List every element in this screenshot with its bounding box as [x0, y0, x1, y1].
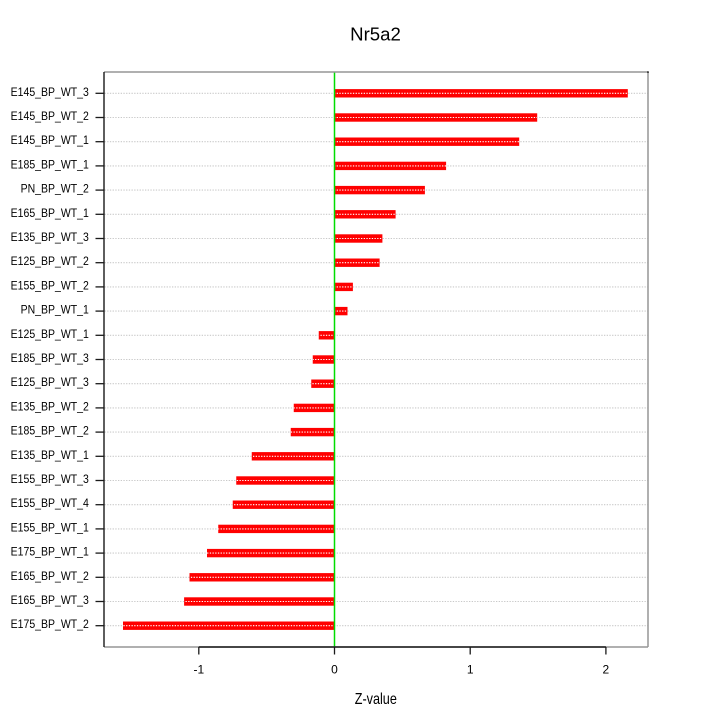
svg-text:2: 2	[603, 663, 610, 677]
svg-text:E175_BP_WT_1: E175_BP_WT_1	[11, 546, 89, 559]
svg-text:E145_BP_WT_1: E145_BP_WT_1	[11, 135, 89, 148]
svg-text:E145_BP_WT_2: E145_BP_WT_2	[11, 110, 89, 123]
svg-text:E155_BP_WT_4: E155_BP_WT_4	[11, 498, 89, 511]
svg-text:E185_BP_WT_2: E185_BP_WT_2	[11, 425, 89, 438]
svg-text:E165_BP_WT_3: E165_BP_WT_3	[11, 594, 89, 607]
svg-text:E135_BP_WT_3: E135_BP_WT_3	[11, 231, 89, 244]
svg-text:E135_BP_WT_2: E135_BP_WT_2	[11, 401, 89, 414]
svg-text:E155_BP_WT_3: E155_BP_WT_3	[11, 473, 89, 486]
svg-text:0: 0	[331, 663, 338, 677]
svg-text:E145_BP_WT_3: E145_BP_WT_3	[11, 86, 89, 99]
svg-text:PN_BP_WT_1: PN_BP_WT_1	[21, 304, 89, 317]
svg-text:Z-value: Z-value	[355, 691, 397, 709]
svg-text:-1: -1	[193, 663, 204, 677]
svg-text:E165_BP_WT_1: E165_BP_WT_1	[11, 207, 89, 220]
svg-text:E155_BP_WT_1: E155_BP_WT_1	[11, 522, 89, 535]
svg-text:E125_BP_WT_3: E125_BP_WT_3	[11, 377, 89, 390]
svg-text:E125_BP_WT_1: E125_BP_WT_1	[11, 328, 89, 341]
svg-text:E175_BP_WT_2: E175_BP_WT_2	[11, 619, 89, 632]
svg-text:E185_BP_WT_1: E185_BP_WT_1	[11, 159, 89, 172]
svg-text:Nr5a2: Nr5a2	[350, 24, 401, 45]
svg-text:E125_BP_WT_2: E125_BP_WT_2	[11, 256, 89, 269]
svg-text:E165_BP_WT_2: E165_BP_WT_2	[11, 570, 89, 583]
svg-text:E185_BP_WT_3: E185_BP_WT_3	[11, 352, 89, 365]
svg-text:1: 1	[467, 663, 474, 677]
svg-text:PN_BP_WT_2: PN_BP_WT_2	[21, 183, 89, 196]
svg-text:E135_BP_WT_1: E135_BP_WT_1	[11, 449, 89, 462]
svg-text:E155_BP_WT_2: E155_BP_WT_2	[11, 280, 89, 293]
